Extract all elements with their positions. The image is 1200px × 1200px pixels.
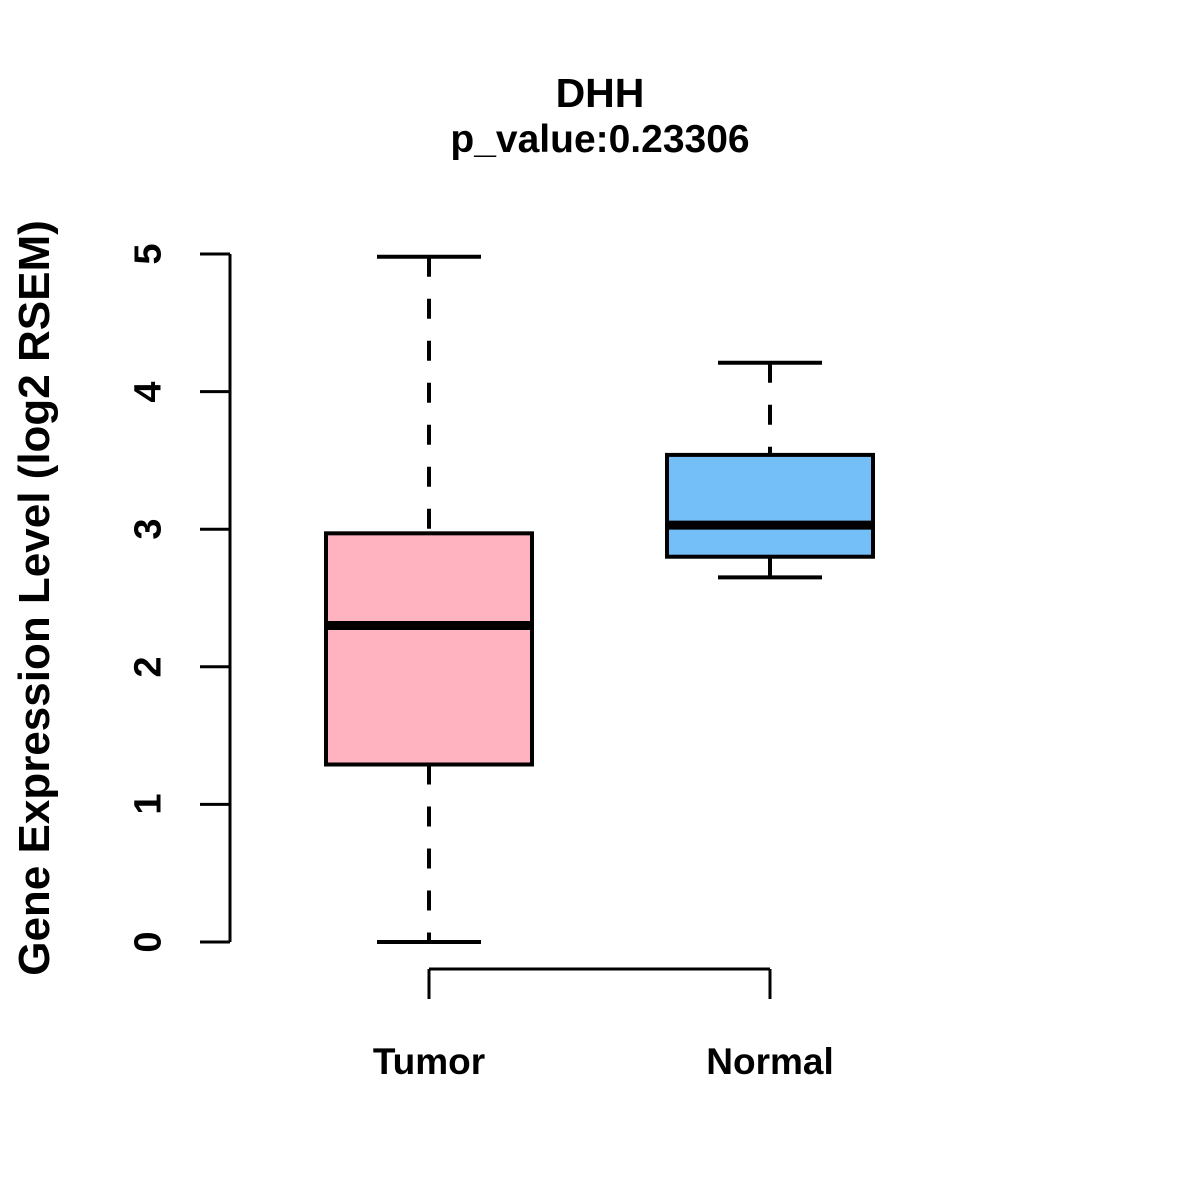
y-tick-label-4: 4: [127, 381, 170, 403]
chart-subtitle-pvalue: p_value:0.23306: [450, 118, 750, 161]
y-tick-label-1: 1: [127, 793, 170, 815]
chart-title: DHH: [555, 70, 645, 116]
x-category-label-normal: Normal: [706, 1041, 834, 1082]
y-tick-label-3: 3: [127, 518, 170, 540]
iqr-box-tumor: [324, 531, 534, 767]
x-category-label-tumor: Tumor: [372, 1041, 486, 1082]
iqr-box-normal: [665, 452, 875, 559]
y-tick-label-2: 2: [127, 656, 170, 678]
y-tick-label-5: 5: [127, 243, 170, 265]
y-tick-label-0: 0: [127, 931, 170, 953]
y-axis-label: Gene Expression Level (log2 RSEM): [10, 220, 59, 976]
